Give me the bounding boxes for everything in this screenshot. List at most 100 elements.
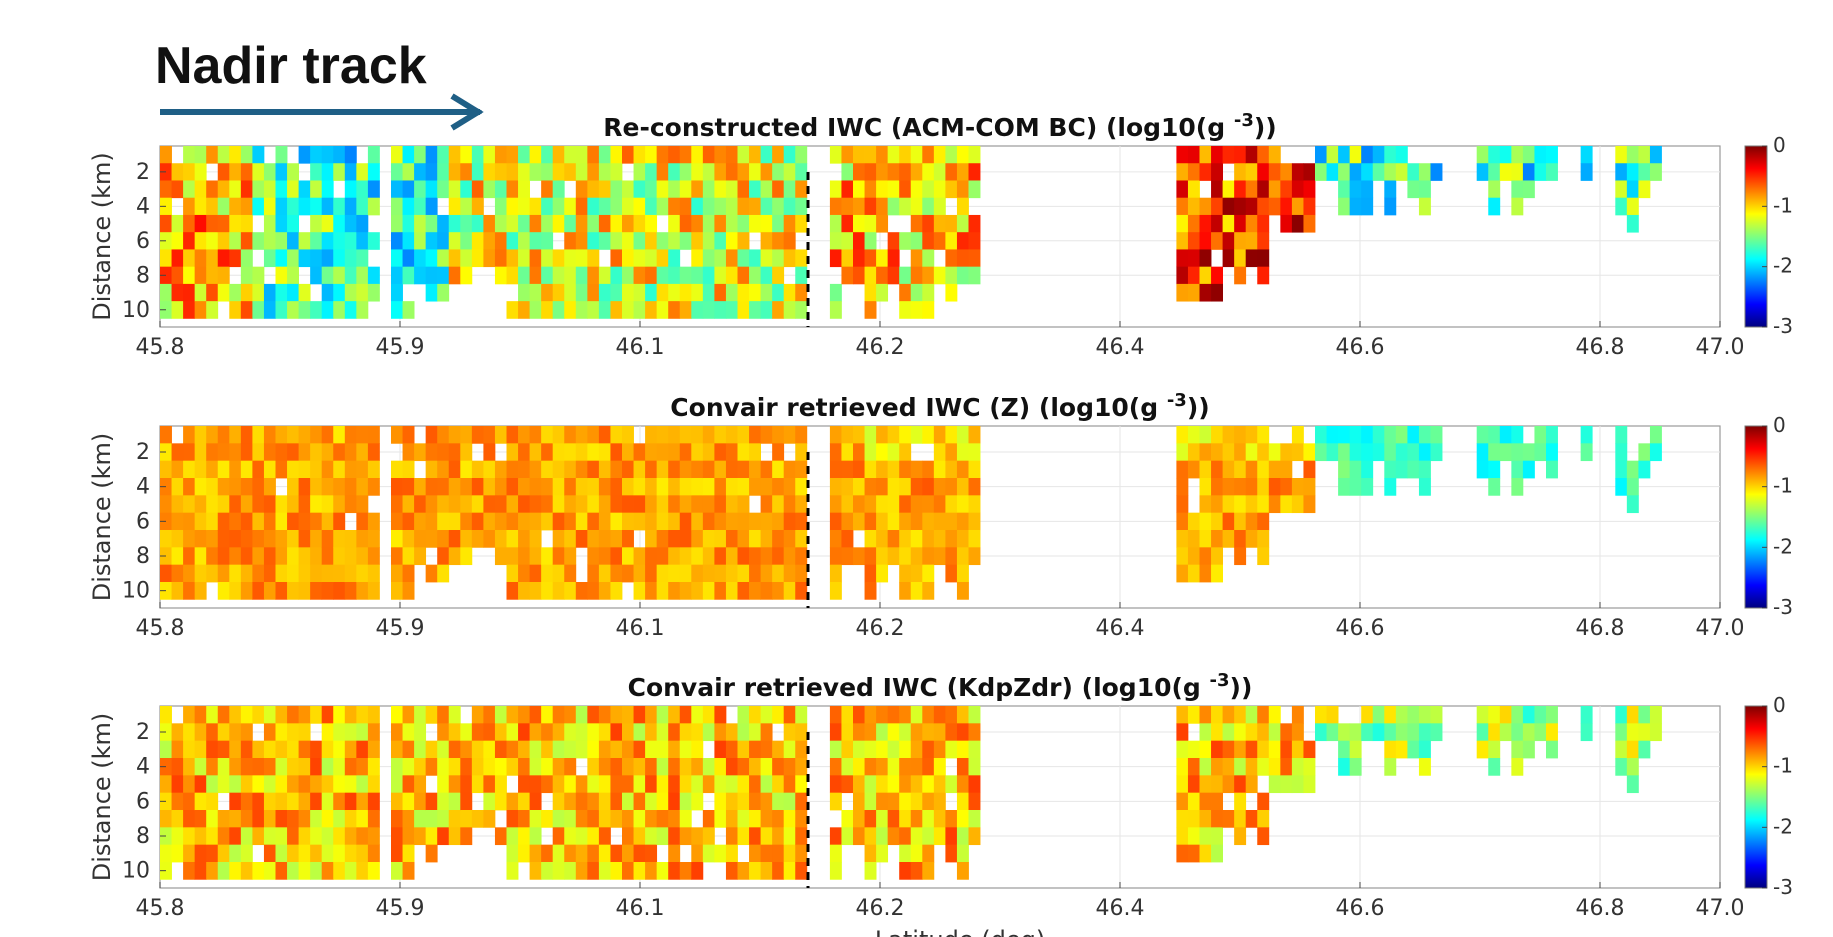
heatmap-cell [610, 266, 623, 285]
heatmap-cell [229, 232, 242, 250]
heatmap-cell [425, 214, 438, 233]
heatmap-cell [737, 232, 750, 250]
heatmap-cell [183, 478, 196, 496]
heatmap-cell [1488, 460, 1501, 479]
heatmap-cell [933, 530, 946, 548]
heatmap-cell [263, 827, 276, 846]
heatmap-cell [229, 214, 242, 233]
heatmap-cell [1234, 758, 1247, 776]
heatmap-cell [194, 512, 207, 531]
heatmap-cell [1234, 266, 1247, 285]
heatmap-cell [1187, 775, 1200, 794]
heatmap-cell [1303, 443, 1316, 462]
heatmap-cell [633, 775, 646, 794]
heatmap-cell [725, 146, 738, 164]
heatmap-cell [298, 582, 311, 600]
heatmap-cell [1303, 197, 1316, 216]
heatmap-cell [691, 214, 704, 233]
heatmap-cell [1511, 443, 1524, 462]
heatmap-cell [1361, 443, 1374, 462]
heatmap-cell [263, 249, 276, 268]
heatmap-cell [217, 478, 230, 496]
heatmap-cell [1176, 146, 1189, 164]
heatmap-cell [622, 146, 634, 164]
heatmap-cell [668, 512, 681, 531]
heatmap-cell [956, 232, 969, 250]
heatmap-cell [529, 723, 542, 742]
heatmap-cell [321, 197, 334, 216]
heatmap-cell [310, 827, 323, 846]
heatmap-cell [194, 810, 207, 828]
heatmap-cell [183, 564, 196, 583]
heatmap-cell [622, 775, 634, 794]
heatmap-cell [610, 460, 623, 479]
heatmap-cell [679, 266, 692, 285]
heatmap-cell [171, 180, 184, 199]
heatmap-cell [206, 478, 219, 496]
heatmap-cell [1187, 460, 1200, 479]
heatmap-cell [298, 180, 311, 199]
heatmap-cell [564, 197, 577, 216]
heatmap-cell [310, 266, 323, 285]
heatmap-cell [1291, 214, 1304, 233]
heatmap-cell [1176, 547, 1189, 566]
heatmap-cell [783, 460, 796, 479]
heatmap-cell [725, 460, 738, 479]
heatmap-cell [437, 564, 450, 583]
heatmap-cell [344, 249, 357, 268]
heatmap-cell [1211, 180, 1223, 199]
heatmap-cell [691, 426, 704, 444]
heatmap-cell [760, 810, 773, 828]
heatmap-cell [679, 582, 692, 600]
heatmap-cell [356, 163, 369, 181]
heatmap-cell [945, 146, 958, 164]
heatmap-cell [610, 706, 623, 724]
heatmap-cell [610, 163, 623, 181]
heatmap-cell [702, 197, 715, 216]
heatmap-cell [206, 512, 219, 531]
heatmap-cell [1199, 232, 1212, 250]
heatmap-cell [287, 547, 299, 566]
heatmap-cell [183, 775, 196, 794]
heatmap-cell [518, 443, 530, 462]
heatmap-cell [183, 827, 196, 846]
heatmap-cell [933, 460, 946, 479]
heatmap-cell [356, 775, 369, 794]
heatmap-cell [587, 775, 600, 794]
heatmap-cell [725, 249, 738, 268]
heatmap-cell [598, 547, 611, 566]
heatmap-cell [853, 214, 865, 233]
heatmap-cell [1234, 706, 1247, 724]
heatmap-cell [1257, 460, 1270, 479]
heatmap-cell [1199, 460, 1212, 479]
heatmap-cell [679, 214, 692, 233]
heatmap-cell [310, 547, 323, 566]
heatmap-cell [876, 146, 889, 164]
heatmap-cell [864, 283, 877, 302]
heatmap-cell [206, 283, 219, 302]
heatmap-cell [1499, 706, 1512, 724]
heatmap-cell [1522, 740, 1535, 759]
heatmap-cell [610, 530, 623, 548]
heatmap-cell [679, 512, 692, 531]
heatmap-cell [1488, 478, 1501, 496]
heatmap-cell [622, 564, 634, 583]
heatmap-cell [1488, 443, 1501, 462]
heatmap-cell [656, 495, 669, 514]
heatmap-cell [622, 283, 634, 302]
heatmap-cell [795, 512, 808, 531]
heatmap-cell [356, 460, 369, 479]
heatmap-cell [783, 758, 796, 776]
heatmap-cell [391, 862, 403, 880]
heatmap-cell [518, 758, 530, 776]
heatmap-cell [402, 249, 415, 268]
heatmap-cell [933, 426, 946, 444]
heatmap-cell [160, 844, 172, 863]
heatmap-cell [922, 266, 935, 285]
heatmap-cell [968, 775, 981, 794]
heatmap-cell [263, 723, 276, 742]
heatmap-cell [506, 862, 519, 880]
heatmap-cell [933, 706, 946, 724]
heatmap-cell [829, 301, 842, 319]
heatmap-cell [460, 146, 473, 164]
